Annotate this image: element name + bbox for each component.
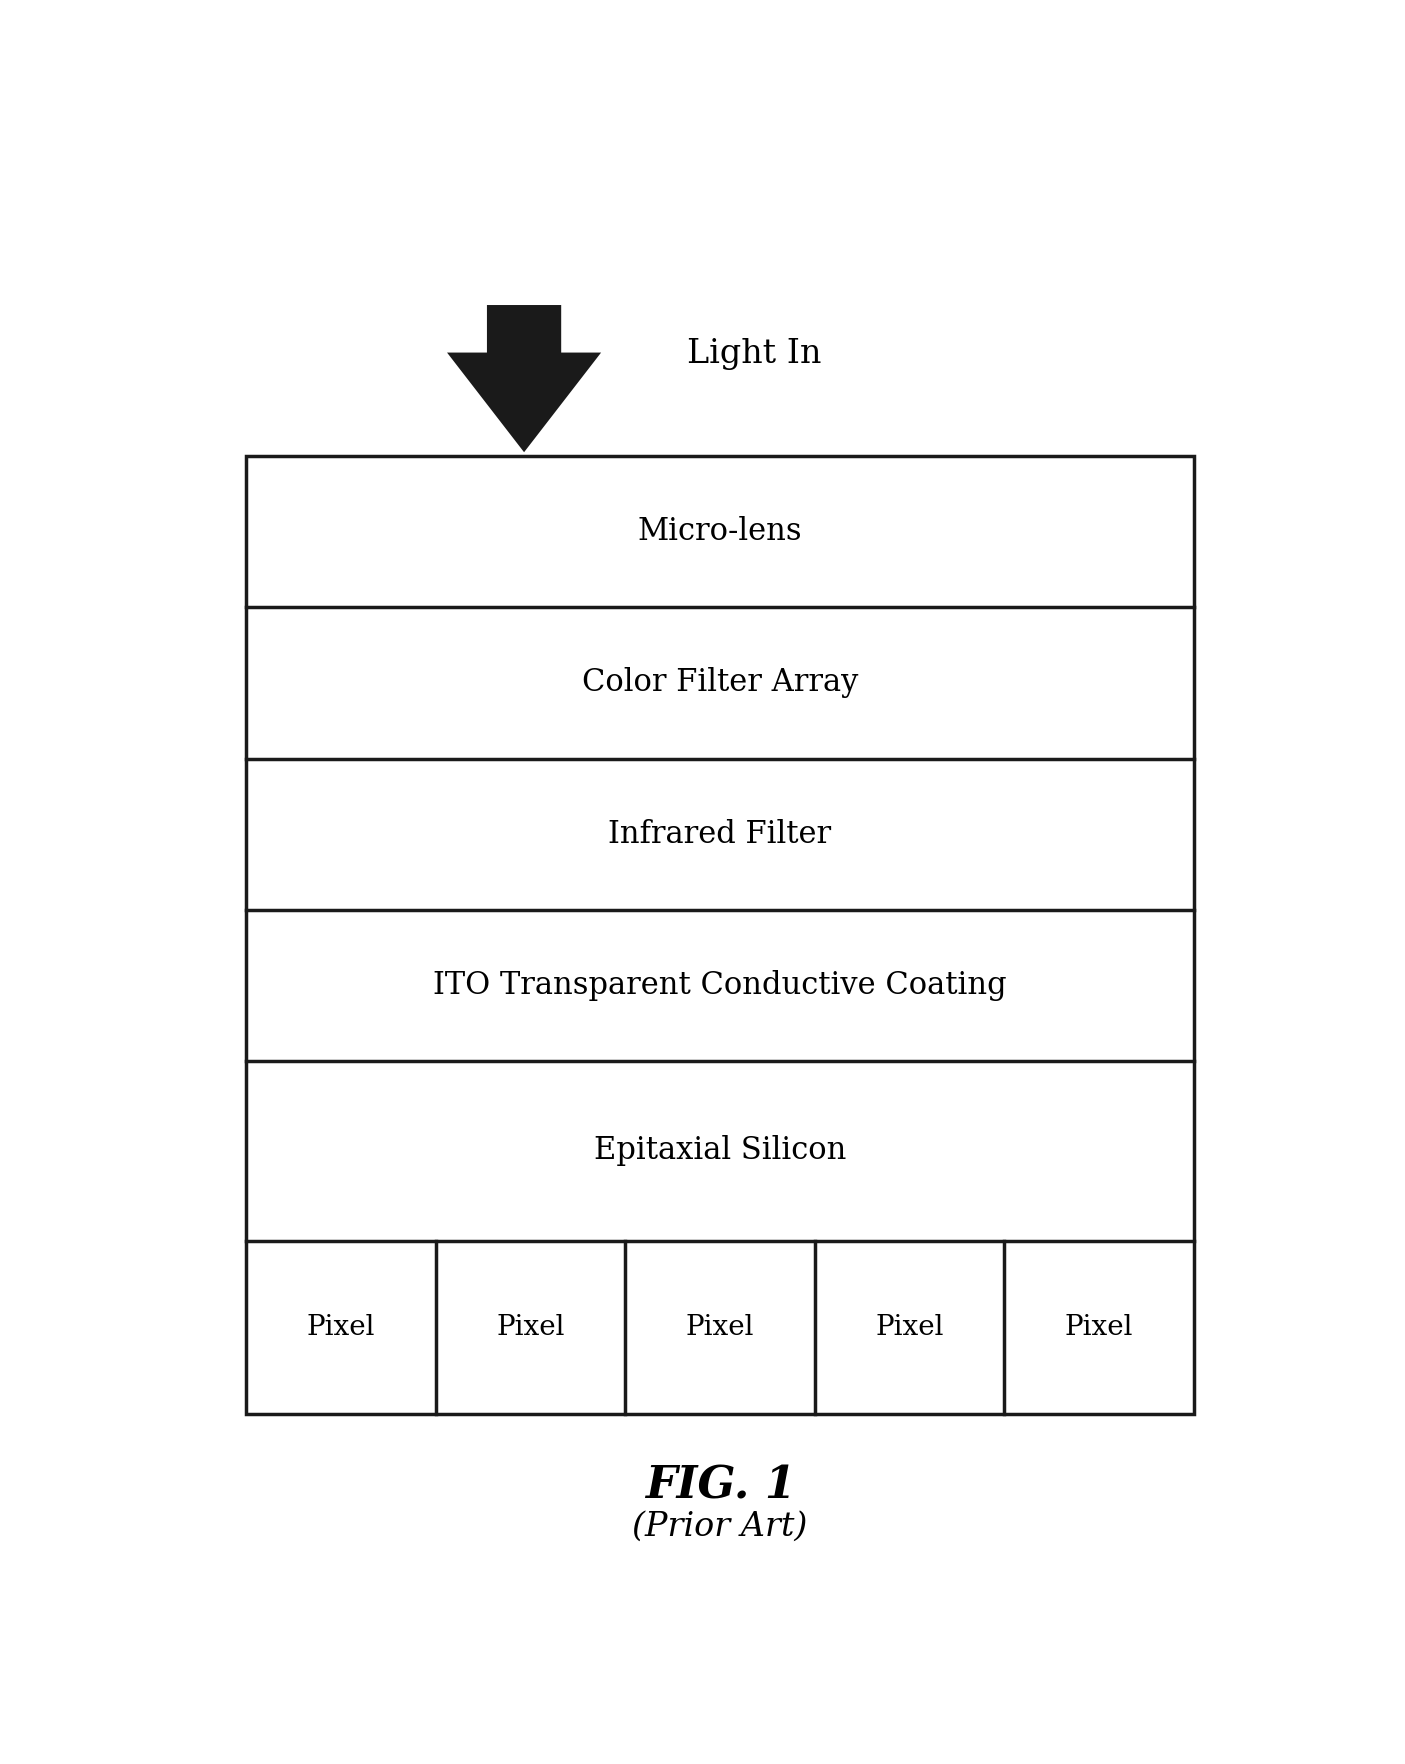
Text: Color Filter Array: Color Filter Array <box>582 667 858 699</box>
Text: Pixel: Pixel <box>306 1314 375 1341</box>
Text: Pixel: Pixel <box>496 1314 565 1341</box>
Polygon shape <box>451 307 597 450</box>
Text: Pixel: Pixel <box>686 1314 754 1341</box>
Text: Pixel: Pixel <box>1065 1314 1134 1341</box>
Text: Epitaxial Silicon: Epitaxial Silicon <box>594 1136 846 1166</box>
Text: Micro-lens: Micro-lens <box>638 517 802 547</box>
Text: Pixel: Pixel <box>875 1314 944 1341</box>
Text: Infrared Filter: Infrared Filter <box>608 818 832 850</box>
Bar <box>246 457 1194 1413</box>
Text: Light In: Light In <box>687 339 822 370</box>
Text: ITO Transparent Conductive Coating: ITO Transparent Conductive Coating <box>433 970 1007 1000</box>
Text: (Prior Art): (Prior Art) <box>632 1510 808 1542</box>
Text: FIG. 1: FIG. 1 <box>645 1464 795 1506</box>
